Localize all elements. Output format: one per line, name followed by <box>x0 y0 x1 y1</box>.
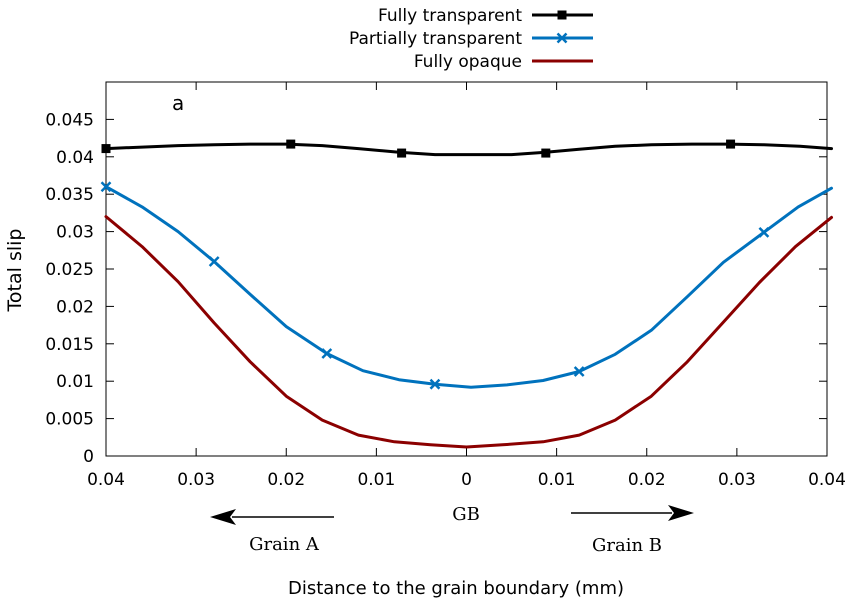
data-point-partially-transparent <box>208 256 220 267</box>
data-point-fully-transparent <box>726 139 736 149</box>
y-tick-label: 0.005 <box>45 410 94 430</box>
legend: Fully transparent Partially transparent Fu… <box>349 6 593 72</box>
y-tick-label: 0.035 <box>45 185 94 205</box>
legend-label-partially-transparent: Partially transparent <box>349 29 522 49</box>
right-arrow <box>571 505 694 521</box>
data-point-partially-transparent <box>573 366 585 377</box>
y-axis: 0 0.005 0.01 0.015 0.02 0.025 0.03 0.035 0.04 0.0… <box>45 110 827 467</box>
data-point-fully-transparent <box>397 148 407 158</box>
grain-a-label: Grain A <box>249 534 320 555</box>
panel-label: a <box>172 91 184 115</box>
x-tick-label: 0.02 <box>267 470 305 490</box>
series-fully-opaque <box>104 215 833 449</box>
x-tick-label: 0 <box>461 470 472 490</box>
y-tick-label: 0.03 <box>56 223 94 243</box>
y-tick-label: 0 <box>83 447 94 467</box>
data-point-partially-transparent <box>429 378 441 390</box>
x-tick-label: 0.04 <box>808 470 846 490</box>
x-axis: 0.04 0.03 0.02 0.01 0 0.01 0.02 0.03 0.04 <box>87 82 846 490</box>
legend-label-fully-transparent: Fully transparent <box>378 6 522 26</box>
series-line-partially-transparent <box>104 185 833 389</box>
y-tick-label: 0.025 <box>45 260 94 280</box>
series-partially-transparent <box>100 181 833 390</box>
data-point-partially-transparent <box>100 181 112 193</box>
left-arrow <box>210 509 334 525</box>
data-point-fully-transparent <box>101 144 111 154</box>
series-line-fully-opaque <box>104 215 833 449</box>
x-tick-label: 0.03 <box>718 470 756 490</box>
data-point-fully-transparent <box>286 139 296 149</box>
x-axis-title: Distance to the grain boundary (mm) <box>288 578 624 599</box>
y-tick-label: 0.045 <box>45 110 94 130</box>
x-tick-label: 0.03 <box>177 470 215 490</box>
series-layer <box>100 139 833 449</box>
gb-label: GB <box>452 504 480 525</box>
y-tick-label: 0.04 <box>56 148 94 168</box>
data-point-partially-transparent <box>758 226 770 238</box>
y-tick-label: 0.02 <box>56 297 94 317</box>
y-axis-title: Total slip <box>4 229 26 313</box>
x-tick-label: 0.04 <box>87 470 125 490</box>
series-fully-transparent <box>101 139 833 158</box>
data-point-partially-transparent <box>321 348 333 359</box>
legend-marker-partially-transparent <box>556 32 568 44</box>
x-tick-label: 0.02 <box>628 470 666 490</box>
legend-marker-fully-transparent <box>557 10 567 20</box>
x-tick-label: 0.01 <box>357 470 395 490</box>
y-tick-label: 0.015 <box>45 335 94 355</box>
grain-b-label: Grain B <box>592 535 662 556</box>
x-tick-label: 0.01 <box>538 470 576 490</box>
series-line-fully-transparent <box>104 142 833 157</box>
legend-label-fully-opaque: Fully opaque <box>414 52 522 72</box>
y-tick-label: 0.01 <box>56 372 94 392</box>
data-point-fully-transparent <box>541 148 551 158</box>
